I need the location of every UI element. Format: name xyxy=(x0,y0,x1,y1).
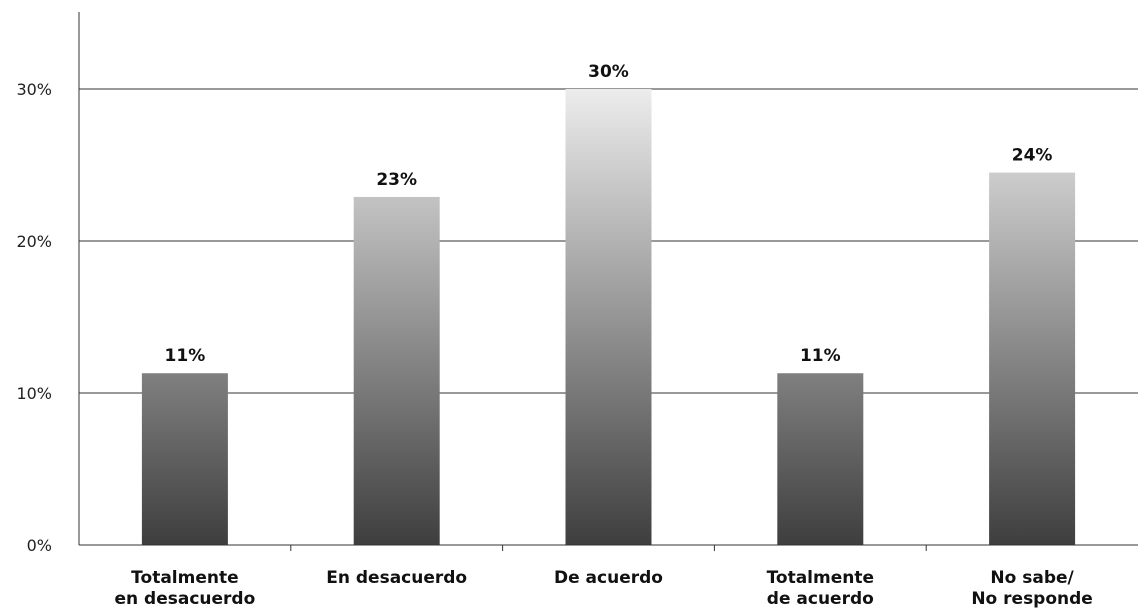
y-tick-label: 0% xyxy=(27,536,52,555)
data-label: 11% xyxy=(800,346,841,366)
bar xyxy=(565,89,652,545)
data-label: 30% xyxy=(588,62,629,82)
y-tick-labels: 0% 10% 20% 30% xyxy=(16,80,52,555)
y-tick-label: 30% xyxy=(16,80,52,99)
x-tick-label: Totalmente en desacuerdo xyxy=(115,568,256,609)
x-tick-label: En desacuerdo xyxy=(326,568,467,588)
x-tick-labels: Totalmente en desacuerdo En desacuerdo De a… xyxy=(115,568,1093,609)
x-tick-label: De acuerdo xyxy=(554,568,663,588)
axes xyxy=(78,12,1138,551)
x-tick-label: Totalmente de acuerdo xyxy=(767,568,874,609)
bar xyxy=(777,373,864,545)
data-labels: 11% 23% 30% 11% 24% xyxy=(165,62,1053,366)
x-tick-label: No sabe/No responde xyxy=(971,568,1093,609)
data-label: 11% xyxy=(165,346,206,366)
bar xyxy=(353,196,440,546)
y-tick-label: 10% xyxy=(16,384,52,403)
data-label: 24% xyxy=(1012,146,1053,166)
bar xyxy=(141,373,228,545)
bar xyxy=(989,172,1076,545)
bars xyxy=(141,89,1076,546)
data-label: 23% xyxy=(376,170,417,190)
y-tick-label: 20% xyxy=(16,232,52,251)
